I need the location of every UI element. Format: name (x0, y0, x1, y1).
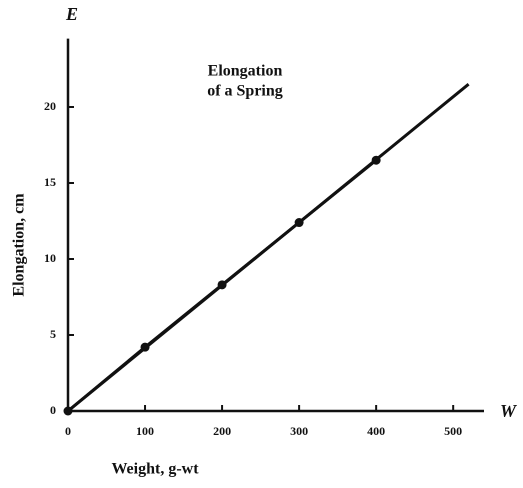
y-axis-label: Elongation, cm (11, 193, 28, 297)
y-tick-label: 10 (44, 251, 56, 265)
y-tick-label: 0 (50, 403, 56, 417)
y-tick-label: 20 (44, 99, 56, 113)
x-tick-label: 200 (213, 424, 231, 438)
data-line (67, 83, 470, 413)
y-tick-label: 5 (50, 327, 56, 341)
x-tick-label: 0 (65, 424, 71, 438)
chart-title-line: Elongation (208, 63, 283, 80)
x-axis-symbol: W (500, 401, 518, 421)
x-tick-label: 400 (367, 424, 385, 438)
x-tick-label: 500 (444, 424, 462, 438)
y-axis-symbol: E (65, 4, 78, 24)
x-tick-label: 100 (136, 424, 154, 438)
chart-title-line: of a Spring (207, 83, 283, 100)
x-axis-label: Weight, g-wt (111, 461, 199, 478)
x-tick-label: 300 (290, 424, 308, 438)
y-tick-label: 15 (44, 175, 56, 189)
